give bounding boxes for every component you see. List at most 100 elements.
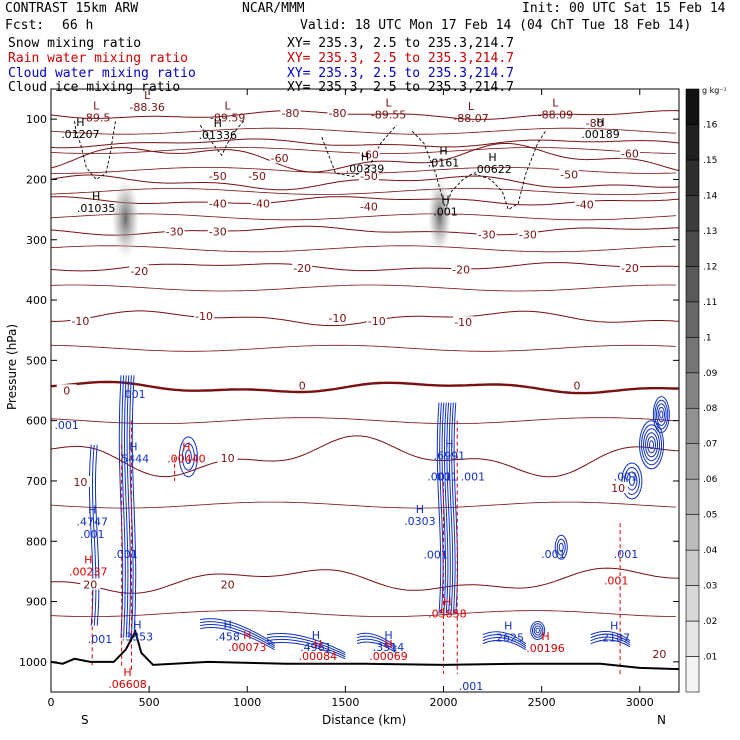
extremum-value: -88.09 <box>538 108 573 121</box>
isotherm-label: 20 <box>83 578 97 591</box>
x-tick-label: 2500 <box>528 696 556 709</box>
y-tick-label: 1000 <box>19 656 47 669</box>
extremum-marker: H <box>610 620 618 633</box>
cloud-water-label: .001 <box>113 548 138 561</box>
cloud-water-column-center <box>439 402 444 614</box>
isotherm-label: -60 <box>361 149 379 162</box>
colorbar-tick-label: .08 <box>703 404 718 414</box>
extremum-value: .00622 <box>473 163 512 176</box>
colorbar-tick-label: .14 <box>703 191 718 201</box>
cloud-water-cell <box>639 420 665 470</box>
extremum-value: .00084 <box>299 650 338 663</box>
cloud-water-shallow-layer <box>482 631 527 645</box>
colorbar-tick-label: .09 <box>703 369 718 379</box>
cloud-water-cell <box>178 436 198 478</box>
isotherm-label: -20 <box>621 262 639 275</box>
cloud-water-cell <box>654 399 669 430</box>
cloud-water-cell <box>652 396 670 434</box>
colorbar-segment <box>685 478 700 515</box>
colorbar-segment <box>685 301 700 338</box>
cloud-water-shallow-layer <box>200 627 275 651</box>
colorbar-segment <box>685 372 700 409</box>
isotherm-label-bg <box>327 106 348 118</box>
y-tick-label: 300 <box>26 234 47 247</box>
isotherm-label: -30 <box>478 229 496 242</box>
isotherm-label: -50 <box>560 168 578 181</box>
cloud-water-column-center <box>446 402 451 614</box>
isotherm-label: -40 <box>252 197 270 210</box>
isotherm-label: -50 <box>360 170 378 183</box>
isotherm-label: -50 <box>248 170 266 183</box>
isotherm-label-bg <box>217 451 238 463</box>
isotherm-label-bg <box>250 197 271 209</box>
cloud-water-shallow-layer <box>590 639 631 648</box>
isotherm-minor <box>51 245 677 253</box>
extremum-value: -89.55 <box>371 108 406 121</box>
cloud-water-shallow-layer <box>590 636 631 646</box>
extremum-marker: H <box>92 190 100 203</box>
field-name-snow: Snow mixing ratio <box>8 36 142 51</box>
field-xy-snow: XY= 235.3, 2.5 to 235.3,214.7 <box>287 36 514 51</box>
cloud-water-label: .001 <box>459 680 484 693</box>
cloud-water-cell <box>649 440 655 450</box>
isotherm-label: 10 <box>221 452 235 465</box>
colorbar-segment <box>685 514 700 551</box>
isotherm-minor <box>51 501 677 509</box>
cloud-water-cell <box>623 466 640 495</box>
extremum-marker: L <box>93 99 100 112</box>
cloud-water-shallow-layer <box>266 633 346 654</box>
field-xy-cloud-ice: XY= 235.3, 2.5 to 235.3,214.7 <box>287 80 514 95</box>
y-tick-label: 900 <box>26 596 47 609</box>
extremum-marker: H <box>214 117 222 130</box>
isotherm-label-bg <box>327 311 348 323</box>
extremum-value: -89.5 <box>82 111 110 124</box>
cloud-water-shallow-layer <box>356 635 397 650</box>
isotherm-label-bg <box>366 314 387 326</box>
y-tick-label: 400 <box>26 294 47 307</box>
isotherm-label: -20 <box>293 262 311 275</box>
cloud-ice-contour-0 <box>74 119 117 180</box>
cloud-water-column-west <box>126 375 132 638</box>
model-title: CONTRAST 15km ARW <box>5 1 139 16</box>
cloud-water-label: .001 <box>614 548 639 561</box>
cloud-water-shallow-layer <box>266 641 346 660</box>
cloud-water-column-south <box>88 444 94 626</box>
extremum-marker: H <box>416 503 424 516</box>
cloud-water-cell <box>556 538 566 556</box>
extremum-marker: H <box>441 193 449 206</box>
colorbar-tick-label: .12 <box>703 262 717 272</box>
cloud-water-label: .001 <box>423 549 448 562</box>
cloud-water-label: .001 <box>427 471 452 484</box>
isotherm-label: -30 <box>166 226 184 239</box>
cloud-water-column-south <box>91 444 97 626</box>
colorbar-segment <box>685 549 700 586</box>
isotherm--40 <box>51 196 679 206</box>
cloud-water-shallow-layer <box>266 635 346 656</box>
cloud-water-cell <box>558 542 564 552</box>
colorbar-segment <box>685 620 700 657</box>
isotherm-label: -10 <box>329 312 347 325</box>
isotherm-label: -60 <box>621 147 639 160</box>
isotherm-label: -60 <box>271 152 289 165</box>
cloud-water-cell <box>181 442 195 471</box>
colorbar-tick-label: .15 <box>703 156 717 166</box>
colorbar-tick-label: .02 <box>703 617 717 627</box>
isotherm-label: 0 <box>63 384 70 397</box>
isotherm-label-bg <box>70 314 91 326</box>
extremum-value: .00189 <box>581 128 620 141</box>
y-tick-label: 200 <box>26 173 47 186</box>
extremum-value: .6991 <box>434 450 466 463</box>
cloud-water-column-west <box>131 375 137 638</box>
isotherm--60 <box>51 143 679 173</box>
isotherm-label-bg <box>359 148 380 160</box>
colorbar-segment <box>685 443 700 480</box>
extremum-marker: H <box>384 629 392 642</box>
extremum-value: .3353 <box>122 631 154 644</box>
cloud-water-label: .001 <box>541 548 566 561</box>
cloud-water-label: .001 <box>614 471 639 484</box>
isotherm-label-bg <box>619 147 640 159</box>
extremum-marker: H <box>445 438 453 451</box>
extremum-marker: L <box>468 100 475 113</box>
extremum-marker: H <box>596 116 604 129</box>
cloud-water-column-center <box>448 402 454 614</box>
